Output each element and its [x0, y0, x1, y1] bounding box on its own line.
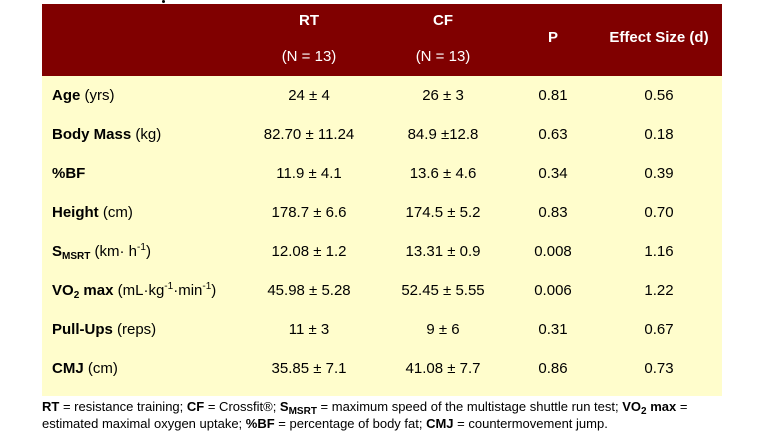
rt-value: 82.70 ± 11.24 — [263, 126, 355, 143]
effect-size-value: 0.56 — [644, 87, 674, 104]
cf-value: 13.31 ± 0.9 — [405, 243, 481, 260]
cf-value: 26 ± 3 — [422, 87, 464, 104]
row-label: Pull-Ups (reps) — [52, 310, 242, 349]
cf-value: 84.9 ±12.8 — [407, 126, 479, 143]
footnote-s-def: = maximum speed of the multistage shuttl… — [316, 399, 623, 414]
footnote-bf-abbr: %BF — [245, 416, 275, 431]
table-row: VO2 max (mL·kg-1·min-1) 45.98 ± 5.28 52.… — [42, 271, 722, 310]
footnote-cf-def: = Crossfit®; — [204, 399, 280, 414]
footnote-s-abbr: S — [279, 399, 289, 414]
label-unit: (cm) — [83, 360, 118, 377]
label-unit: (km· h — [90, 243, 138, 260]
effect-size-value: 0.18 — [644, 126, 674, 143]
label-tail: ) — [211, 282, 217, 299]
label-bold: Body Mass — [52, 126, 132, 143]
table-row: Age (yrs) 24 ± 4 26 ± 3 0.81 0.56 — [42, 76, 722, 115]
p-value: 0.83 — [538, 204, 568, 221]
p-value: 0.81 — [538, 87, 568, 104]
cf-value: 174.5 ± 5.2 — [405, 204, 481, 221]
effect-size-value: 0.73 — [644, 360, 674, 377]
footnote-vo-sub: 2 — [641, 406, 647, 417]
footnote-cmj-def: = countermovement jump. — [453, 416, 608, 431]
label-unit: (yrs) — [80, 87, 115, 104]
footnote-cmj-abbr: CMJ — [426, 416, 454, 431]
table-row: Height (cm) 178.7 ± 6.6 174.5 ± 5.2 0.83… — [42, 193, 722, 232]
table-row: CMJ (cm) 35.85 ± 7.1 41.08 ± 7.7 0.86 0.… — [42, 349, 722, 388]
footnote-vo-def: = estimated maximal oxygen uptake; — [42, 399, 692, 431]
header-effect-size: Effect Size (d) — [609, 29, 709, 46]
label-bold: Pull-Ups — [52, 321, 113, 338]
row-label: Age (yrs) — [52, 76, 242, 115]
label-bold: Age — [52, 87, 81, 104]
p-value: 0.34 — [538, 165, 568, 182]
table-row: Body Mass (kg) 82.70 ± 11.24 84.9 ±12.8 … — [42, 115, 722, 154]
label-mid: ·min — [173, 282, 203, 299]
footnote-rt-abbr: RT — [42, 399, 60, 414]
cf-value: 13.6 ± 4.6 — [409, 165, 477, 182]
cf-value: 9 ± 6 — [426, 321, 460, 338]
rt-value: 12.08 ± 1.2 — [271, 243, 347, 260]
footnote-vo-abbr2: max — [646, 399, 677, 414]
effect-size-value: 0.39 — [644, 165, 674, 182]
row-label: Height (cm) — [52, 193, 242, 232]
p-value: 0.008 — [534, 243, 572, 260]
effect-size-value: 0.70 — [644, 204, 674, 221]
label-unit: (mL·kg — [113, 282, 165, 299]
footnote-vo-abbr: VO — [622, 399, 642, 414]
p-value: 0.006 — [534, 282, 572, 299]
label-unit: (reps) — [112, 321, 157, 338]
rt-value: 11.9 ± 4.1 — [276, 165, 342, 182]
row-label: SMSRT (km· h-1) — [52, 232, 242, 271]
header-cf-title: CF — [433, 12, 453, 29]
table-row: SMSRT (km· h-1) 12.08 ± 1.2 13.31 ± 0.9 … — [42, 232, 722, 271]
label-bold-suffix: max — [79, 282, 114, 299]
label-subscript: 2 — [73, 290, 80, 301]
rt-value: 178.7 ± 6.6 — [271, 204, 347, 221]
label-superscript-2: -1 — [202, 281, 212, 292]
comparison-table: RT (N = 13) CF (N = 13) P Effect Size (d… — [42, 4, 722, 396]
rt-value: 35.85 ± 7.1 — [271, 360, 347, 377]
label-bold: Height — [52, 204, 99, 221]
header-p: P — [547, 29, 558, 46]
row-label: Body Mass (kg) — [52, 115, 242, 154]
header-rt-n: (N = 13) — [281, 48, 337, 65]
table-row: %BF 11.9 ± 4.1 13.6 ± 4.6 0.34 0.39 — [42, 154, 722, 193]
p-value: 0.86 — [538, 360, 568, 377]
row-label: CMJ (cm) — [52, 349, 242, 388]
label-bold: CMJ — [52, 360, 84, 377]
p-value: 0.31 — [538, 321, 568, 338]
table-footnote: RT = resistance training; CF = Crossfit®… — [42, 398, 742, 432]
table-row: Pull-Ups (reps) 11 ± 3 9 ± 6 0.31 0.67 — [42, 310, 722, 349]
footnote-rt-def: = resistance training; — [59, 399, 187, 414]
footnote-s-sub: MSRT — [288, 406, 317, 417]
header-rt-title: RT — [299, 12, 319, 29]
rt-value: 24 ± 4 — [288, 87, 330, 104]
rt-value: 11 ± 3 — [288, 321, 330, 338]
footnote-cf-abbr: CF — [186, 399, 205, 414]
label-superscript: -1 — [137, 242, 146, 253]
footnote-bf-def: = percentage of body fat; — [274, 416, 427, 431]
rt-value: 45.98 ± 5.28 — [267, 282, 351, 299]
cf-value: 41.08 ± 7.7 — [405, 360, 481, 377]
label-tail: ) — [145, 243, 151, 260]
header-cf-n: (N = 13) — [415, 48, 471, 65]
row-label: VO2 max (mL·kg-1·min-1) — [52, 271, 242, 310]
label-superscript: -1 — [164, 281, 174, 292]
p-value: 0.63 — [538, 126, 568, 143]
table-header: RT (N = 13) CF (N = 13) P Effect Size (d… — [42, 4, 722, 76]
row-label: %BF — [52, 154, 242, 193]
label-bold: VO — [52, 282, 74, 299]
effect-size-value: 0.67 — [644, 321, 674, 338]
label-subscript: MSRT — [62, 251, 91, 262]
label-bold: S — [52, 243, 63, 260]
effect-size-value: 1.22 — [644, 282, 674, 299]
cf-value: 52.45 ± 5.55 — [401, 282, 485, 299]
label-bold: %BF — [52, 165, 86, 182]
effect-size-value: 1.16 — [644, 243, 674, 260]
label-unit: (cm) — [98, 204, 133, 221]
stray-dot — [162, 0, 165, 3]
label-unit: (kg) — [131, 126, 162, 143]
